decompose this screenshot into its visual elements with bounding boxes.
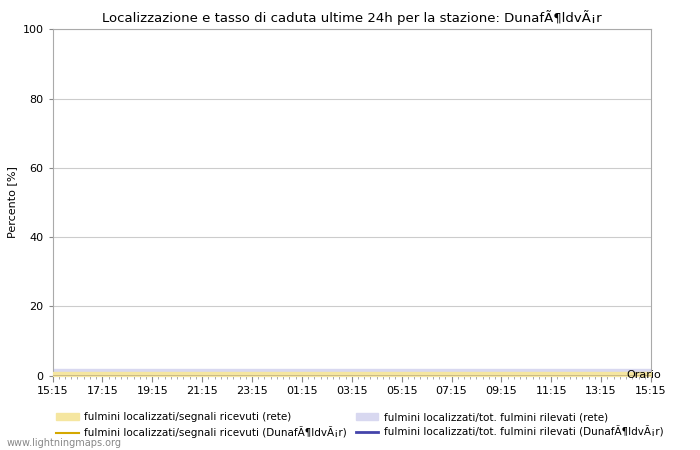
Text: www.lightningmaps.org: www.lightningmaps.org xyxy=(7,438,122,448)
Title: Localizzazione e tasso di caduta ultime 24h per la stazione: DunafÃ¶ldvÃ¡r: Localizzazione e tasso di caduta ultime … xyxy=(102,10,601,25)
Legend: fulmini localizzati/segnali ricevuti (rete), fulmini localizzati/segnali ricevut: fulmini localizzati/segnali ricevuti (re… xyxy=(54,410,665,440)
Text: Orario: Orario xyxy=(626,370,662,380)
Y-axis label: Percento [%]: Percento [%] xyxy=(7,166,17,238)
